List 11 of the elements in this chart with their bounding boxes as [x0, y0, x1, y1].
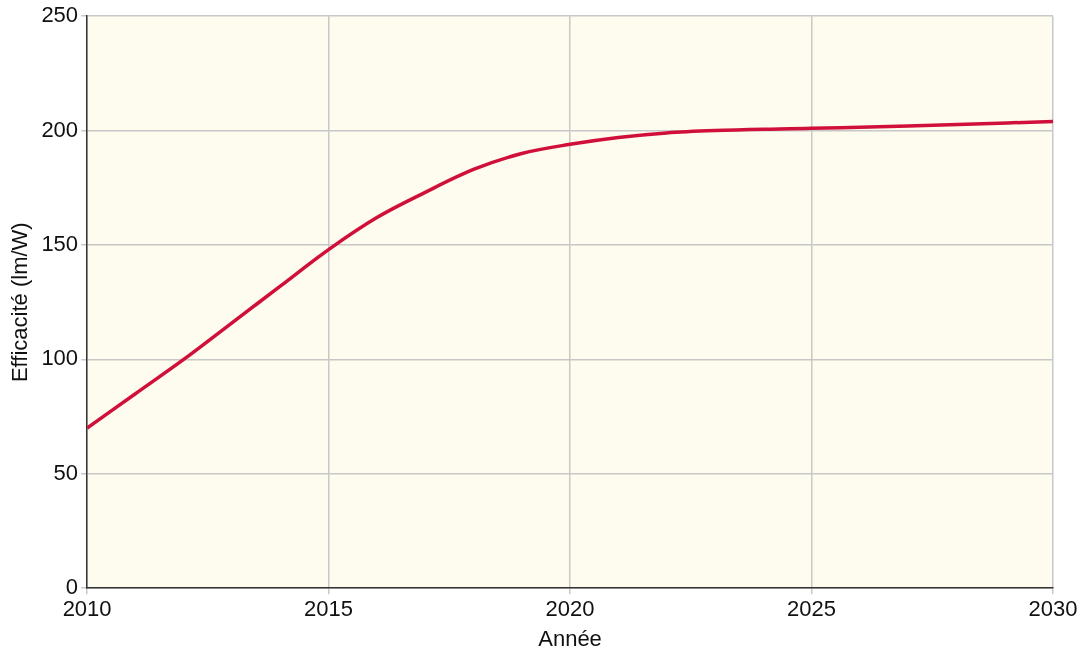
x-tick-label: 2030 [1028, 596, 1078, 622]
y-tick-label: 250 [41, 2, 79, 28]
y-tick-label: 200 [41, 116, 79, 142]
y-tick-label: 150 [41, 231, 79, 257]
y-axis-title: Efficacité (lm/W) [7, 222, 33, 383]
x-tick-label: 2015 [304, 596, 354, 622]
x-tick-label: 2020 [545, 596, 595, 622]
x-tick-label: 2025 [787, 596, 836, 622]
y-tick-label: 100 [41, 345, 79, 371]
x-axis-title: Année [538, 625, 602, 651]
y-tick-label: 50 [53, 459, 79, 485]
